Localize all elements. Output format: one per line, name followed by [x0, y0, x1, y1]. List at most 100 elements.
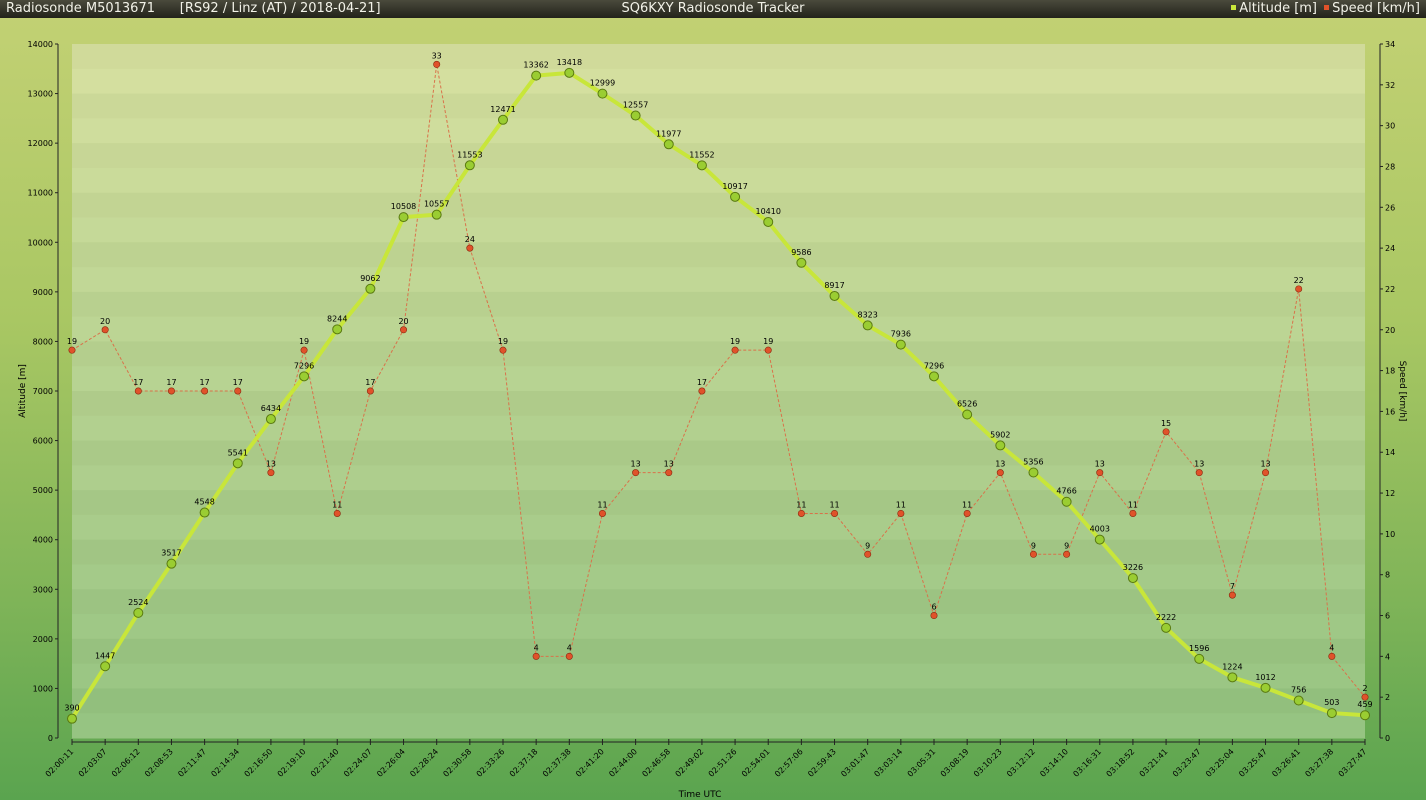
altitude-point	[929, 371, 939, 382]
altitude-point	[995, 440, 1006, 451]
altitude-point	[199, 507, 210, 518]
y-tick-label: 13000	[28, 90, 53, 99]
speed-point	[68, 346, 76, 354]
speed-point	[267, 469, 275, 477]
y2-tick-label: 24	[1385, 244, 1395, 253]
legend-altitude[interactable]: Altitude [m]	[1239, 1, 1318, 16]
speed-point	[665, 469, 673, 477]
y2-tick-label: 26	[1385, 203, 1395, 212]
altitude-data-label: 13362	[523, 61, 548, 70]
altitude-point	[730, 191, 741, 202]
altitude-data-label: 5356	[1023, 457, 1043, 466]
altitude-series: 3901447252435174548554164347296824490621…	[64, 58, 1373, 724]
speed-point	[1328, 652, 1336, 660]
y-tick-label: 0	[48, 734, 53, 743]
altitude-data-label: 2524	[128, 598, 148, 607]
speed-data-label: 22	[1294, 276, 1304, 285]
x-tick-label: 03:23:47	[1171, 747, 1203, 779]
altitude-data-label: 9586	[791, 248, 811, 257]
speed-point	[532, 652, 540, 660]
altitude-point	[398, 212, 409, 223]
altitude-point	[67, 713, 77, 724]
y-tick-label: 4000	[33, 536, 53, 545]
y2-tick-label: 4	[1385, 652, 1390, 661]
altitude-data-label: 1012	[1255, 673, 1275, 682]
speed-point	[134, 387, 142, 395]
legend: Altitude [m] Speed [km/h]	[1228, 0, 1420, 18]
x-tick-label: 02:54:01	[740, 747, 772, 779]
x-axis-label: Time UTC	[678, 790, 722, 800]
speed-point	[598, 509, 606, 517]
altitude-legend-marker	[1231, 5, 1237, 10]
x-tick-label: 02:24:07	[342, 747, 374, 779]
altitude-point	[464, 160, 475, 171]
speed-data-label: 13	[1260, 460, 1270, 469]
x-tick-label: 03:16:31	[1071, 747, 1103, 779]
altitude-point	[365, 283, 376, 294]
speed-data-label: 20	[100, 317, 110, 326]
x-tick-label: 03:10:23	[972, 747, 1004, 779]
altitude-data-label: 12999	[590, 79, 615, 88]
speed-data-label: 17	[697, 378, 707, 387]
speed-data-label: 13	[266, 460, 276, 469]
speed-data-label: 17	[166, 378, 176, 387]
y-tick-label: 5000	[33, 486, 53, 495]
altitude-data-label: 10508	[391, 202, 416, 211]
y2-tick-label: 30	[1385, 122, 1395, 131]
altitude-data-label: 459	[1357, 700, 1372, 709]
y-tick-label: 7000	[33, 387, 53, 396]
x-tick-label: 03:05:31	[906, 747, 938, 779]
y-tick-label: 14000	[28, 40, 53, 49]
speed-point	[333, 509, 341, 517]
speed-point	[698, 387, 706, 395]
x-tick-label: 02:51:26	[707, 747, 739, 779]
speed-data-label: 17	[233, 378, 243, 387]
plot-band	[72, 564, 1365, 590]
x-tick-label: 02:46:58	[640, 747, 672, 779]
speed-data-label: 19	[299, 337, 309, 346]
speed-data-label: 20	[398, 317, 408, 326]
speed-point	[433, 60, 441, 68]
y2-tick-label: 12	[1385, 489, 1395, 498]
altitude-data-label: 10917	[722, 182, 747, 191]
x-tick-label: 03:25:04	[1204, 747, 1236, 779]
speed-data-label: 7	[1230, 582, 1235, 591]
y2-tick-label: 20	[1385, 326, 1395, 335]
plot-band	[72, 490, 1365, 516]
speed-data-label: 9	[1031, 541, 1036, 550]
sonde-info: Radiosonde M5013671 [RS92 / Linz (AT) / …	[6, 0, 381, 18]
speed-point	[300, 346, 308, 354]
y2-tick-label: 28	[1385, 162, 1395, 171]
speed-point	[897, 509, 905, 517]
y-tick-label: 6000	[33, 437, 53, 446]
altitude-data-label: 13418	[557, 58, 582, 67]
y2-tick-label: 0	[1385, 734, 1390, 743]
legend-speed[interactable]: Speed [km/h]	[1332, 1, 1420, 16]
altitude-point	[564, 67, 575, 78]
altitude-data-label: 5541	[228, 448, 248, 457]
altitude-data-label: 8323	[858, 310, 878, 319]
plot-band	[72, 688, 1365, 714]
x-tick-label: 02:33:26	[475, 747, 507, 779]
x-tick-label: 03:12:12	[1005, 747, 1037, 779]
altitude-data-label: 1596	[1189, 644, 1209, 653]
plot-band	[72, 118, 1365, 144]
altitude-data-label: 4548	[194, 498, 214, 507]
altitude-point	[696, 160, 707, 171]
speed-data-label: 17	[133, 378, 143, 387]
speed-point	[1195, 469, 1203, 477]
speed-data-label: 11	[829, 500, 839, 509]
speed-point	[1295, 285, 1303, 293]
altitude-point	[630, 110, 641, 121]
speed-data-label: 13	[995, 460, 1005, 469]
y2-tick-label: 14	[1385, 448, 1395, 457]
y-tick-label: 8000	[33, 337, 53, 346]
x-tick-label: 02:00:11	[44, 747, 76, 779]
x-tick-label: 03:18:52	[1105, 747, 1137, 779]
altitude-point	[763, 216, 774, 227]
altitude-point	[498, 114, 508, 125]
speed-data-label: 6	[931, 603, 936, 612]
speed-data-label: 13	[1095, 460, 1105, 469]
